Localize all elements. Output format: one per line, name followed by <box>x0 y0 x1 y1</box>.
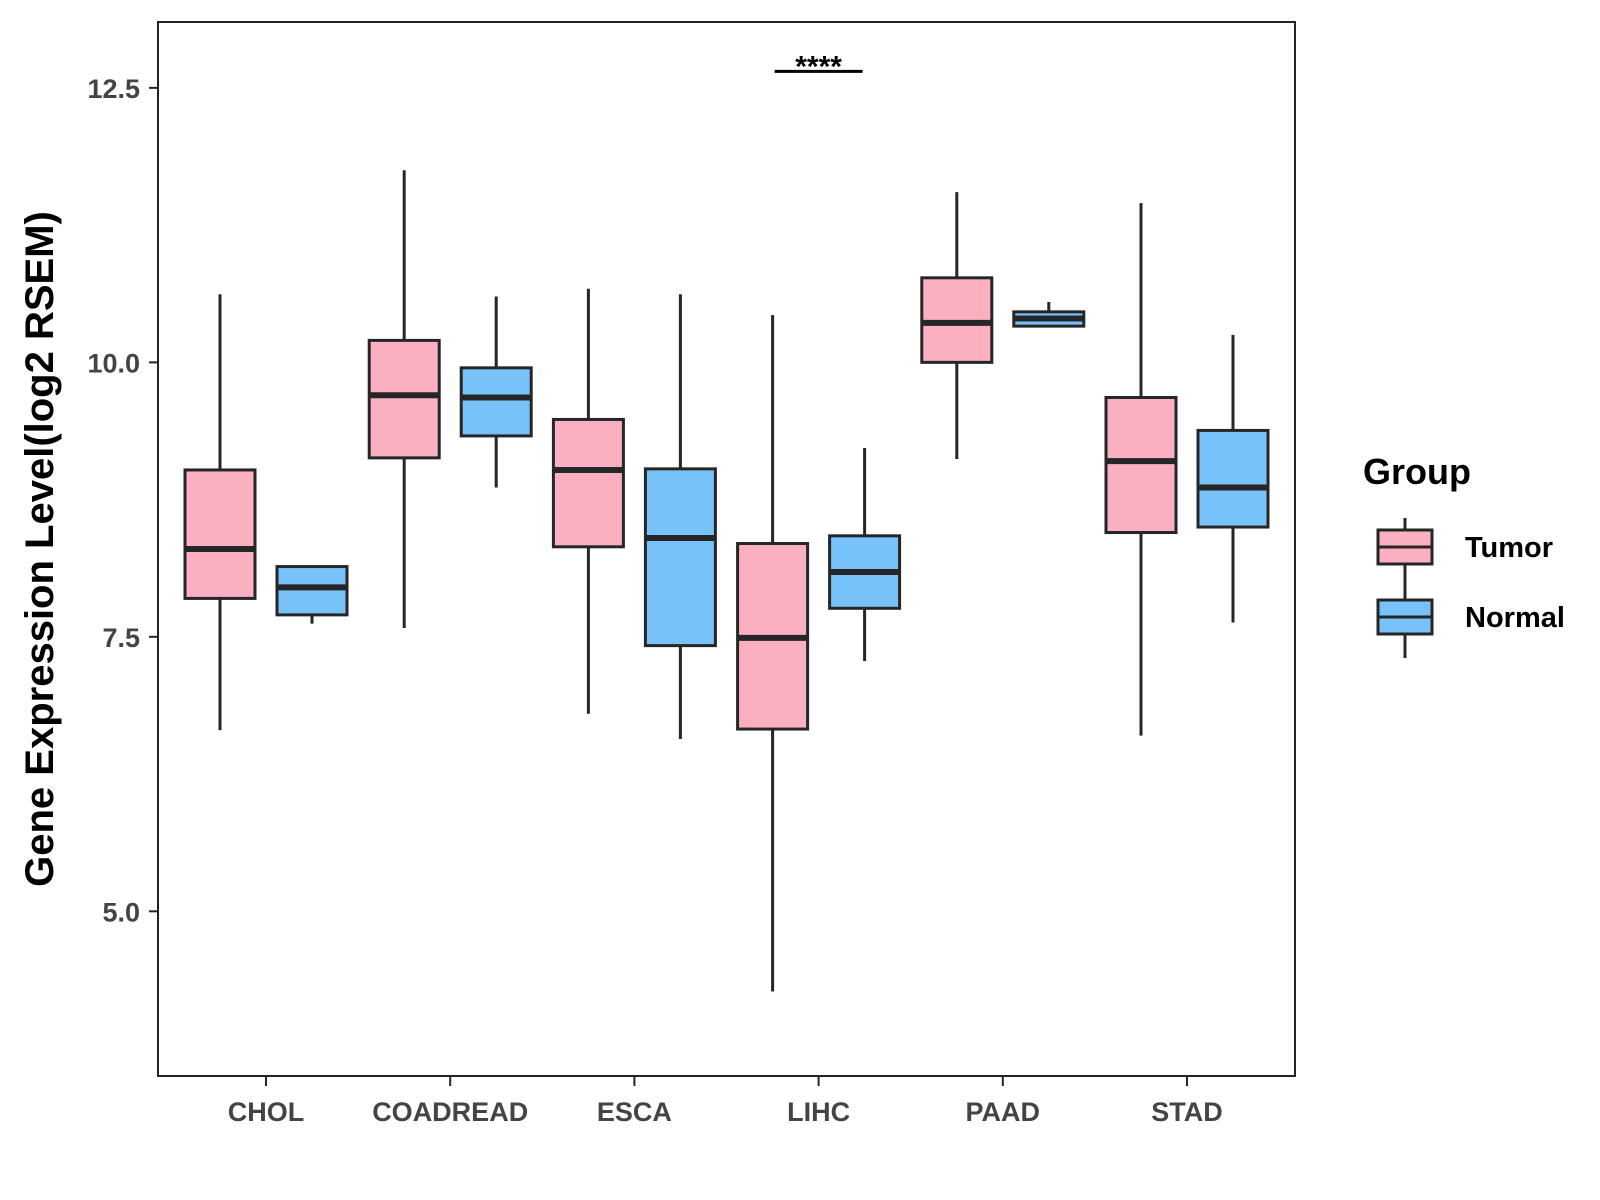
iqr-box <box>643 467 717 648</box>
legend-label: Normal <box>1465 602 1565 634</box>
box-normal-stad <box>1196 334 1270 623</box>
box-normal-esca <box>643 294 717 739</box>
x-tick-label-chol: CHOL <box>228 1097 305 1127</box>
box-normal-chol <box>275 565 349 624</box>
legend-item-tumor: Tumor <box>1376 518 1553 588</box>
legend-item-normal: Normal <box>1376 588 1565 658</box>
plot-background <box>158 22 1295 1076</box>
significance-label: **** <box>795 50 842 83</box>
y-tick-label: 7.5 <box>102 623 140 653</box>
y-axis: 5.0 7.5 10.0 12.5 <box>87 74 158 927</box>
legend-label: Tumor <box>1465 532 1553 564</box>
boxes-layer <box>183 170 1270 992</box>
x-tick-label-lihc: LIHC <box>787 1097 850 1127</box>
box-tumor-chol <box>183 294 257 731</box>
box-tumor-stad <box>1104 203 1178 736</box>
y-tick-label: 5.0 <box>102 897 140 927</box>
iqr-box <box>551 417 625 549</box>
x-tick-label-paad: PAAD <box>966 1097 1041 1127</box>
box-tumor-coadread <box>367 170 441 629</box>
legend-title: Group <box>1363 451 1471 492</box>
x-tick-label-stad: STAD <box>1151 1097 1223 1127</box>
x-axis: CHOL COADREAD ESCA LIHC PAAD STAD <box>228 1076 1223 1127</box>
plot-border <box>157 21 1296 1077</box>
iqr-box <box>1104 395 1178 535</box>
iqr-box <box>367 338 441 460</box>
box-normal-lihc <box>828 447 902 661</box>
box-tumor-lihc <box>736 315 810 992</box>
iqr-box <box>459 366 533 438</box>
box-normal-coadread <box>459 296 533 488</box>
annotation-layer: **** <box>774 50 863 83</box>
y-axis-title: Gene Expression Level(log2 RSEM) <box>18 211 62 887</box>
legend-items: Tumor Normal <box>1376 518 1565 658</box>
x-tick-label-esca: ESCA <box>597 1097 672 1127</box>
box-normal-paad <box>1012 301 1086 328</box>
iqr-box <box>183 468 257 600</box>
box-tumor-esca <box>551 288 625 714</box>
box-tumor-paad <box>920 192 994 459</box>
y-tick-label: 12.5 <box>87 74 140 104</box>
iqr-box <box>1196 428 1270 529</box>
iqr-box <box>275 565 349 617</box>
legend: Group Tumor Normal <box>1363 451 1565 658</box>
x-tick-label-coadread: COADREAD <box>372 1097 528 1127</box>
y-tick-label: 10.0 <box>87 348 140 378</box>
